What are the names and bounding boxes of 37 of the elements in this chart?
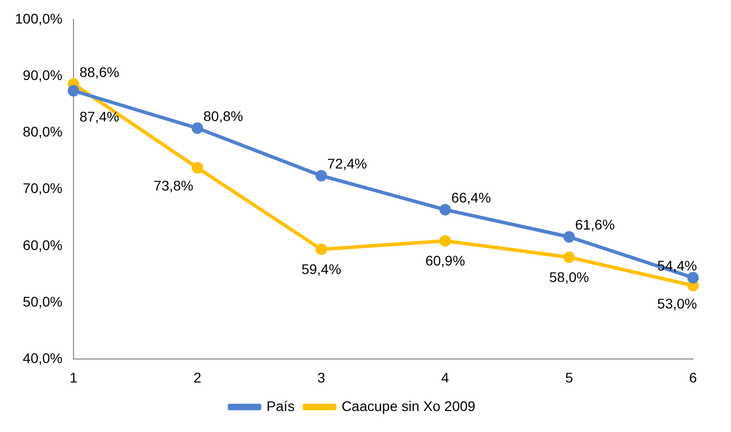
- point: [316, 244, 328, 256]
- x-tick-label: 1: [70, 369, 78, 386]
- data-label: 58,0%: [549, 269, 589, 286]
- y-tick-label: 50,0%: [22, 293, 62, 310]
- data-label: 54,4%: [657, 258, 697, 274]
- point: [439, 204, 451, 216]
- point: [563, 231, 575, 243]
- x-tick-label: 4: [441, 369, 450, 386]
- data-label: 87,4%: [79, 108, 120, 125]
- point: [68, 85, 80, 97]
- point: [439, 235, 451, 247]
- x-tick-label: 6: [689, 369, 698, 386]
- data-label: 53,0%: [657, 295, 697, 312]
- y-tick-label: 40,0%: [22, 350, 62, 366]
- data-label: 60,9%: [425, 252, 466, 269]
- legend-label: Caacupe sin Xo 2009: [342, 398, 476, 414]
- y-tick-label: 80,0%: [22, 124, 62, 140]
- legend-label: País: [266, 398, 295, 414]
- y-tick-label: 100,0%: [15, 10, 62, 26]
- data-label: 61,6%: [575, 216, 615, 233]
- data-label: 59,4%: [301, 261, 342, 278]
- y-tick-label: 70,0%: [22, 180, 62, 196]
- point: [687, 272, 699, 284]
- data-label: 72,4%: [327, 156, 367, 172]
- data-label: 80,8%: [203, 108, 244, 124]
- x-tick-label: 3: [317, 369, 326, 386]
- point: [563, 252, 575, 264]
- y-tick-label: 90,0%: [22, 66, 62, 83]
- y-tick-label: 60,0%: [22, 236, 62, 253]
- data-label: 66,4%: [451, 190, 491, 206]
- point: [192, 162, 204, 174]
- x-tick-label: 2: [193, 369, 202, 386]
- data-label: 88,6%: [79, 64, 120, 80]
- data-label: 73,8%: [154, 178, 194, 194]
- point: [316, 170, 328, 182]
- x-tick-label: 5: [565, 369, 574, 386]
- point: [192, 122, 204, 134]
